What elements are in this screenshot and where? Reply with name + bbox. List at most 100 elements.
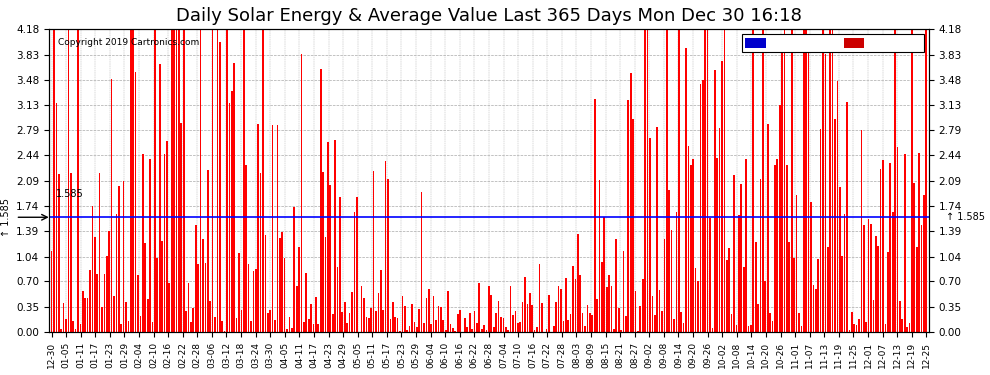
Bar: [495, 312, 497, 332]
Bar: [239, 253, 240, 332]
Bar: [419, 309, 420, 332]
Bar: [365, 317, 367, 332]
Bar: [503, 318, 504, 332]
Bar: [560, 289, 562, 332]
Bar: [306, 273, 307, 332]
Bar: [293, 207, 295, 332]
Bar: [916, 247, 918, 332]
Bar: [62, 303, 64, 332]
Bar: [557, 286, 559, 332]
Bar: [96, 274, 98, 332]
Bar: [796, 195, 797, 332]
Bar: [248, 264, 249, 332]
Bar: [754, 242, 756, 332]
Bar: [870, 224, 872, 332]
Bar: [490, 295, 492, 332]
Bar: [606, 287, 608, 332]
Bar: [315, 297, 317, 332]
Bar: [335, 140, 336, 332]
Bar: [202, 239, 204, 332]
Bar: [839, 187, 841, 332]
Bar: [431, 324, 432, 332]
Legend: Average  ($), Daily  ($): Average ($), Daily ($): [742, 34, 924, 52]
Bar: [140, 316, 142, 332]
Bar: [476, 323, 478, 332]
Bar: [296, 286, 298, 332]
Bar: [721, 61, 723, 332]
Bar: [303, 322, 305, 332]
Bar: [759, 179, 761, 332]
Bar: [454, 331, 456, 332]
Bar: [745, 159, 746, 332]
Bar: [774, 165, 776, 332]
Bar: [118, 186, 120, 332]
Bar: [813, 285, 814, 332]
Bar: [298, 248, 300, 332]
Bar: [594, 99, 596, 332]
Bar: [473, 311, 475, 332]
Bar: [527, 304, 529, 332]
Bar: [377, 294, 379, 332]
Bar: [87, 298, 88, 332]
Bar: [351, 292, 352, 332]
Bar: [79, 324, 81, 332]
Bar: [767, 124, 768, 332]
Bar: [252, 271, 254, 332]
Bar: [433, 296, 435, 332]
Bar: [236, 318, 238, 332]
Bar: [589, 314, 591, 332]
Bar: [332, 314, 334, 332]
Bar: [269, 310, 271, 332]
Bar: [385, 160, 386, 332]
Bar: [89, 270, 91, 332]
Bar: [919, 153, 920, 332]
Bar: [635, 291, 637, 332]
Bar: [394, 317, 396, 332]
Bar: [264, 235, 266, 332]
Bar: [529, 293, 531, 332]
Bar: [685, 48, 687, 332]
Bar: [786, 165, 788, 332]
Bar: [827, 247, 829, 332]
Text: ↑ 1.585: ↑ 1.585: [946, 212, 985, 222]
Bar: [183, 29, 184, 332]
Bar: [372, 171, 374, 332]
Bar: [209, 301, 211, 332]
Bar: [267, 313, 268, 332]
Text: 1.585: 1.585: [56, 189, 84, 199]
Bar: [145, 243, 147, 332]
Bar: [562, 321, 564, 332]
Bar: [764, 280, 766, 332]
Bar: [370, 308, 372, 332]
Bar: [274, 320, 276, 332]
Bar: [99, 173, 100, 332]
Bar: [397, 318, 398, 332]
Bar: [224, 331, 226, 332]
Bar: [731, 314, 733, 332]
Bar: [675, 211, 677, 332]
Bar: [911, 29, 913, 332]
Bar: [452, 328, 453, 332]
Bar: [717, 158, 718, 332]
Bar: [642, 279, 644, 332]
Bar: [147, 299, 148, 332]
Bar: [246, 165, 248, 332]
Bar: [628, 100, 630, 332]
Bar: [820, 129, 822, 332]
Bar: [138, 275, 139, 332]
Bar: [894, 29, 896, 332]
Bar: [380, 270, 381, 332]
Bar: [587, 305, 588, 332]
Bar: [875, 236, 877, 332]
Bar: [835, 119, 836, 332]
Bar: [601, 262, 603, 332]
Bar: [865, 322, 867, 332]
Bar: [771, 321, 773, 332]
Bar: [50, 251, 52, 332]
Bar: [70, 174, 71, 332]
Bar: [493, 327, 495, 332]
Bar: [151, 322, 153, 332]
Bar: [853, 324, 855, 332]
Bar: [654, 315, 655, 332]
Bar: [906, 327, 908, 332]
